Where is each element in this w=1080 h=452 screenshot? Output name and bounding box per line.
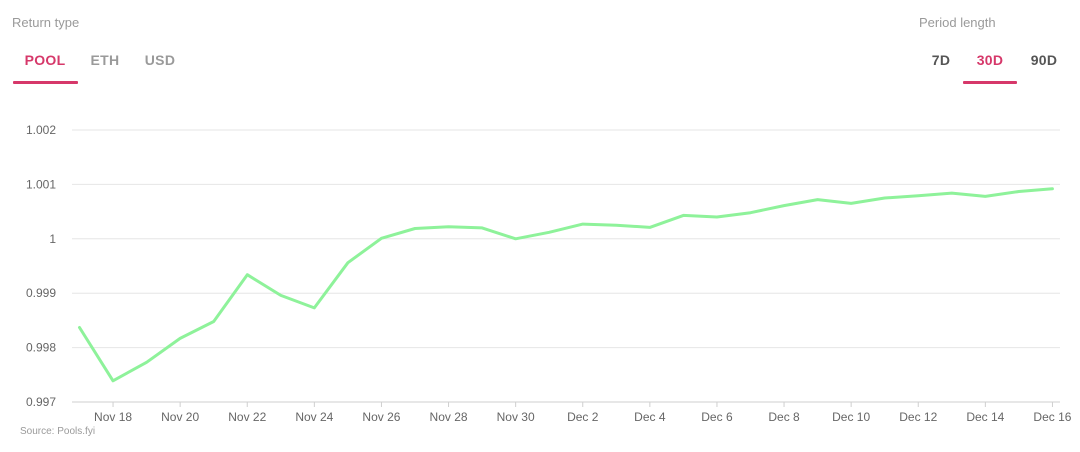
tab-period-30d[interactable]: 30D	[976, 52, 1004, 68]
y-tick-label: 1.002	[26, 123, 56, 137]
tab-return-pool[interactable]: POOL	[24, 52, 66, 68]
tab-period-7d[interactable]: 7D	[931, 52, 951, 68]
x-tick-label: Dec 2	[567, 410, 599, 424]
x-tick-label: Nov 22	[228, 410, 266, 424]
x-tick-label: Dec 8	[768, 410, 800, 424]
x-tick-label: Nov 20	[161, 410, 199, 424]
x-tick-label: Nov 30	[497, 410, 535, 424]
series-line-layer	[78, 187, 1054, 383]
x-tick-label: Nov 18	[94, 410, 132, 424]
x-tick-label: Dec 10	[832, 410, 870, 424]
x-tick-label: Nov 28	[430, 410, 468, 424]
x-tick-label: Dec 16	[1033, 410, 1071, 424]
x-tick-label: Nov 24	[295, 410, 333, 424]
y-tick-label: 0.998	[26, 341, 56, 355]
x-tick-label: Dec 14	[966, 410, 1004, 424]
source-note: Source: Pools.fyi	[20, 426, 96, 437]
period-length-label: Period length	[919, 15, 996, 30]
return-tab-active-underline	[13, 81, 78, 84]
y-tick-label: 1.001	[26, 177, 56, 191]
tab-return-eth[interactable]: ETH	[90, 52, 120, 68]
grid-lines	[72, 129, 1060, 403]
period-tab-active-underline	[963, 81, 1017, 84]
tab-period-90d[interactable]: 90D	[1030, 52, 1058, 68]
x-tick-label: Dec 4	[634, 410, 666, 424]
x-tick-label: Nov 26	[362, 410, 400, 424]
y-tick-label: 1	[49, 232, 56, 246]
series-line	[78, 187, 1054, 383]
y-tick-label: 0.999	[26, 286, 56, 300]
x-axis-ticks: Nov 18 Nov 20 Nov 22 Nov 24 Nov 26 Nov 28 Nov …	[94, 402, 1072, 424]
return-type-label: Return type	[12, 15, 80, 30]
y-axis-ticks: 0.997 0.998 0.999 1 1.001 1.002	[26, 123, 56, 409]
x-tick-label: Dec 12	[899, 410, 937, 424]
x-tick-label: Dec 6	[701, 410, 733, 424]
y-tick-label: 0.997	[26, 395, 56, 409]
tab-return-usd[interactable]: USD	[144, 52, 176, 68]
